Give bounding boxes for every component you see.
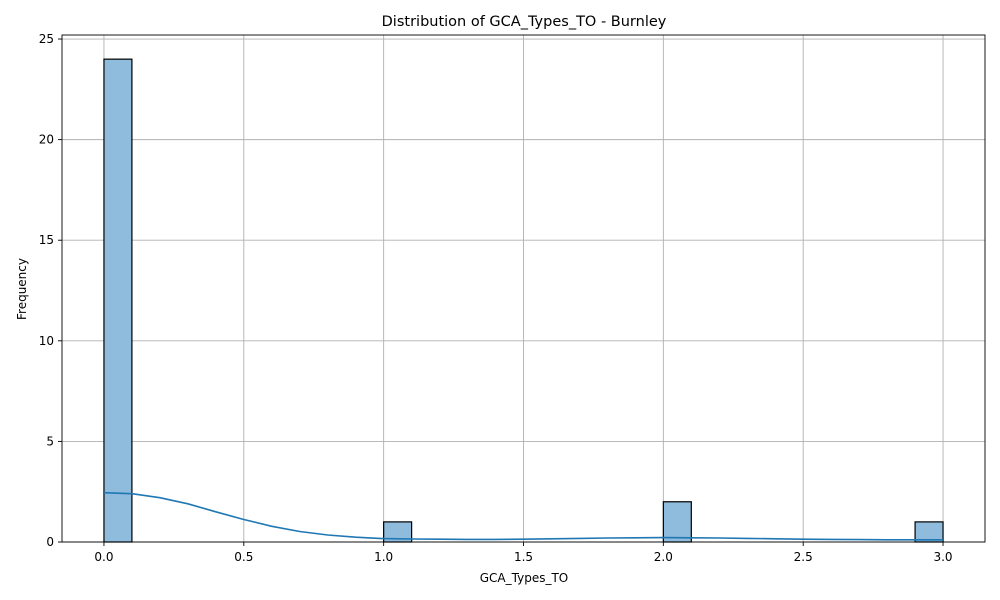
x-tick-label: 0.0 — [94, 550, 113, 564]
x-tick-label: 2.5 — [794, 550, 813, 564]
y-axis-ticks: 0 5 10 15 20 25 — [39, 32, 62, 549]
kde-curve-group — [103, 491, 943, 541]
x-tick-label: 1.5 — [514, 550, 533, 564]
grid — [62, 35, 985, 543]
y-tick-label: 0 — [46, 535, 54, 549]
y-tick-label: 25 — [39, 32, 54, 46]
x-tick-label: 0.5 — [234, 550, 253, 564]
x-tick-label: 3.0 — [933, 550, 952, 564]
y-tick-label: 10 — [39, 334, 54, 348]
x-tick-label: 2.0 — [654, 550, 673, 564]
x-axis-label: GCA_Types_TO — [480, 571, 568, 585]
y-tick-label: 20 — [39, 133, 54, 147]
x-axis-ticks: 0.0 0.5 1.0 1.5 2.0 2.5 3.0 — [94, 542, 953, 564]
kde-curve — [103, 491, 943, 541]
y-tick-label: 15 — [39, 233, 54, 247]
chart-title: Distribution of GCA_Types_TO - Burnley — [382, 14, 667, 30]
histogram-bar — [662, 501, 692, 543]
x-tick-label: 1.0 — [374, 550, 393, 564]
bars — [103, 58, 944, 543]
y-tick-label: 5 — [46, 434, 54, 448]
histogram-bar — [103, 58, 133, 543]
histogram-bar — [914, 521, 944, 543]
y-axis-label: Frequency — [15, 258, 29, 320]
